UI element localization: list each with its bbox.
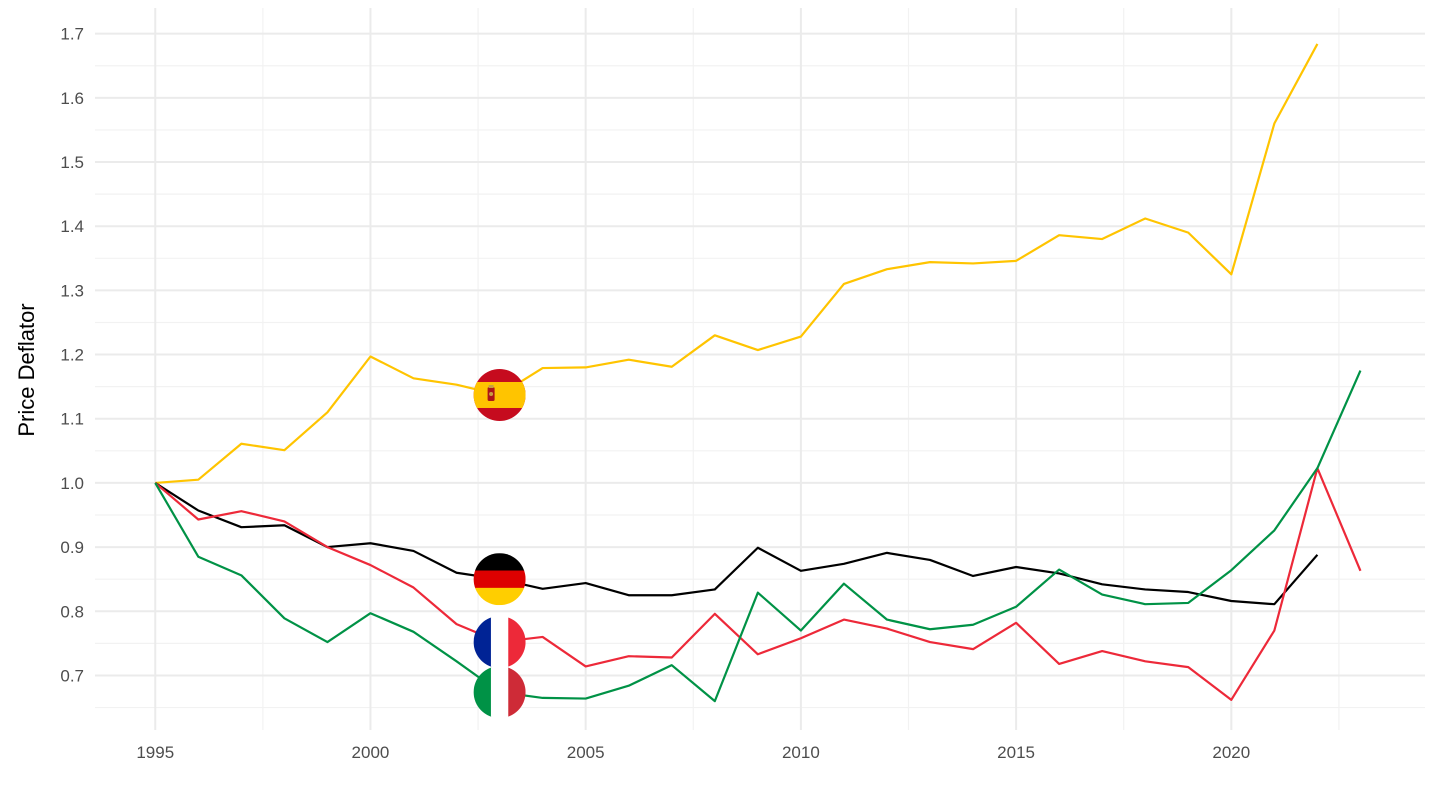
series-line-germany xyxy=(154,481,1319,606)
y-tick-label: 1.1 xyxy=(60,410,84,429)
x-tick-label: 2010 xyxy=(782,743,820,762)
france-flag-icon xyxy=(473,616,526,669)
y-axis-tick-labels: 0.7 0.8 0.9 1.0 1.1 1.2 1.3 1.4 1.5 1.6 1.7 xyxy=(60,25,84,686)
series-line-italy xyxy=(154,370,1362,703)
x-tick-label: 2000 xyxy=(352,743,390,762)
y-axis-title: Price Deflator xyxy=(14,303,39,436)
flag-markers xyxy=(473,368,526,719)
x-tick-label: 2005 xyxy=(567,743,605,762)
y-tick-label: 1.2 xyxy=(60,346,84,365)
y-tick-label: 0.7 xyxy=(60,666,84,685)
y-tick-label: 1.0 xyxy=(60,474,84,493)
y-tick-label: 0.9 xyxy=(60,538,84,557)
x-axis-tick-labels: 1995 2000 2005 2010 2015 2020 xyxy=(136,743,1250,762)
y-tick-label: 1.3 xyxy=(60,281,84,300)
y-tick-label: 1.6 xyxy=(60,89,84,108)
major-gridlines xyxy=(95,8,1425,730)
germany-flag-icon xyxy=(473,553,526,606)
italy-flag-icon xyxy=(473,666,526,719)
series-lines xyxy=(154,43,1362,703)
minor-gridlines xyxy=(95,8,1425,730)
x-tick-label: 2015 xyxy=(997,743,1035,762)
spain-flag-icon xyxy=(473,368,526,421)
series-line-spain xyxy=(155,43,1319,485)
x-tick-label: 2020 xyxy=(1212,743,1250,762)
y-tick-label: 1.4 xyxy=(60,217,84,236)
series-line-france xyxy=(154,467,1362,701)
y-tick-label: 1.7 xyxy=(60,25,84,44)
x-tick-label: 1995 xyxy=(136,743,174,762)
y-tick-label: 0.8 xyxy=(60,602,84,621)
y-tick-label: 1.5 xyxy=(60,153,84,172)
